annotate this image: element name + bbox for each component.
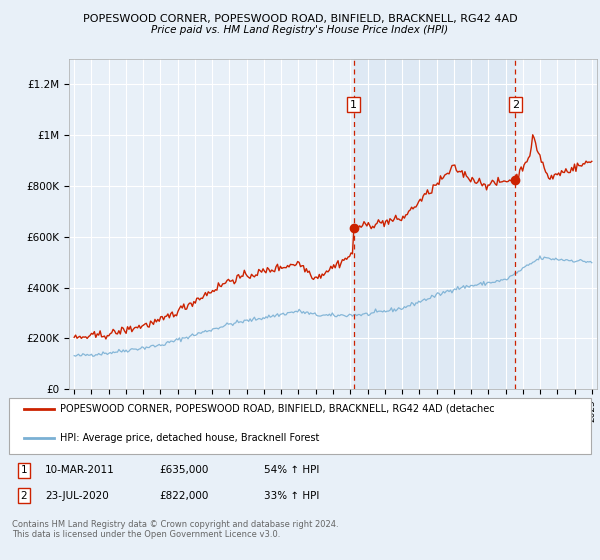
Text: £635,000: £635,000 [159, 465, 208, 475]
Text: 2: 2 [512, 100, 519, 110]
Text: POPESWOOD CORNER, POPESWOOD ROAD, BINFIELD, BRACKNELL, RG42 4AD: POPESWOOD CORNER, POPESWOOD ROAD, BINFIE… [83, 14, 517, 24]
Text: 2: 2 [20, 491, 28, 501]
Text: 23-JUL-2020: 23-JUL-2020 [45, 491, 109, 501]
Text: POPESWOOD CORNER, POPESWOOD ROAD, BINFIELD, BRACKNELL, RG42 4AD (detachec: POPESWOOD CORNER, POPESWOOD ROAD, BINFIE… [60, 404, 494, 414]
Text: 1: 1 [20, 465, 28, 475]
Bar [353, 59, 515, 389]
Text: Price paid vs. HM Land Registry's House Price Index (HPI): Price paid vs. HM Land Registry's House … [151, 25, 449, 35]
Text: Contains HM Land Registry data © Crown copyright and database right 2024.
This d: Contains HM Land Registry data © Crown c… [12, 520, 338, 539]
Text: 10-MAR-2011: 10-MAR-2011 [45, 465, 115, 475]
Text: 54% ↑ HPI: 54% ↑ HPI [264, 465, 319, 475]
Text: 33% ↑ HPI: 33% ↑ HPI [264, 491, 319, 501]
Text: £822,000: £822,000 [159, 491, 208, 501]
Text: 1: 1 [350, 100, 357, 110]
Text: HPI: Average price, detached house, Bracknell Forest: HPI: Average price, detached house, Brac… [60, 433, 319, 443]
